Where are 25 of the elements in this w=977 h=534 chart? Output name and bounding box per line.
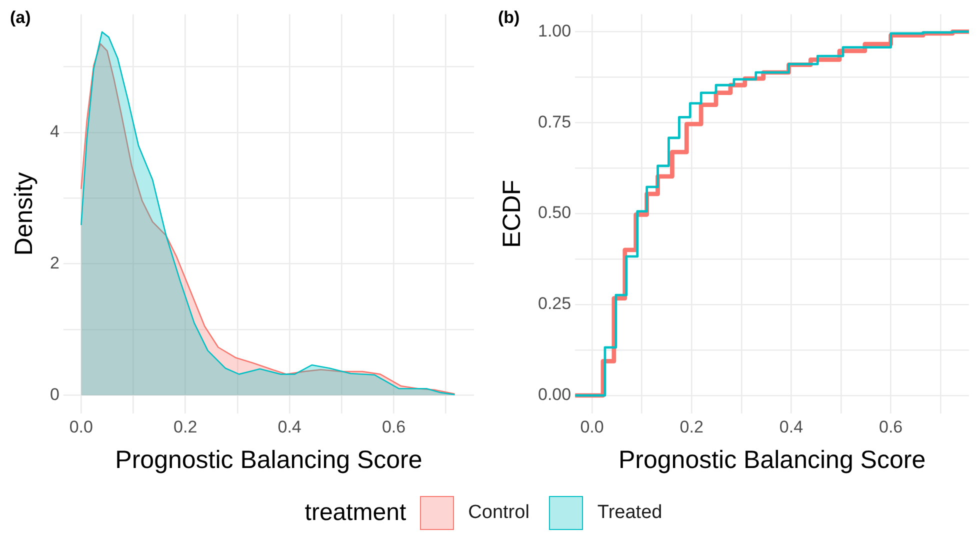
x-tick-label: 0.4 (779, 417, 804, 436)
y-tick-label: 0.25 (538, 294, 572, 314)
x-axis-title: Prognostic Balancing Score (115, 446, 422, 474)
y-tick-label: 2 (50, 254, 60, 273)
y-axis-title: Density (10, 172, 38, 256)
chart-title: (b) (498, 8, 520, 28)
x-tick-label: 0.4 (278, 417, 302, 436)
y-tick-label: 0.75 (538, 112, 572, 132)
y-tick-label: 1.00 (538, 21, 572, 40)
y-tick-label: 0.00 (538, 385, 572, 404)
x-tick-label: 0.6 (382, 417, 406, 436)
x-tick-label: 0.2 (680, 417, 704, 436)
chart-title: (a) (10, 8, 31, 28)
legend-label: Control (468, 502, 530, 524)
x-tick-label: 0.2 (174, 417, 198, 436)
legend-title: treatment (304, 499, 406, 527)
x-tick-label: 0.0 (580, 417, 604, 436)
y-tick-label: 4 (50, 122, 60, 142)
y-tick-label: 0.50 (538, 203, 572, 222)
y-axis-title: ECDF (498, 180, 526, 248)
x-tick-label: 0.6 (878, 417, 903, 436)
y-tick-label: 0 (50, 384, 60, 404)
x-tick-label: 0.0 (69, 417, 93, 436)
x-axis-title: Prognostic Balancing Score (618, 446, 926, 474)
legend-label: Treated (597, 502, 662, 524)
